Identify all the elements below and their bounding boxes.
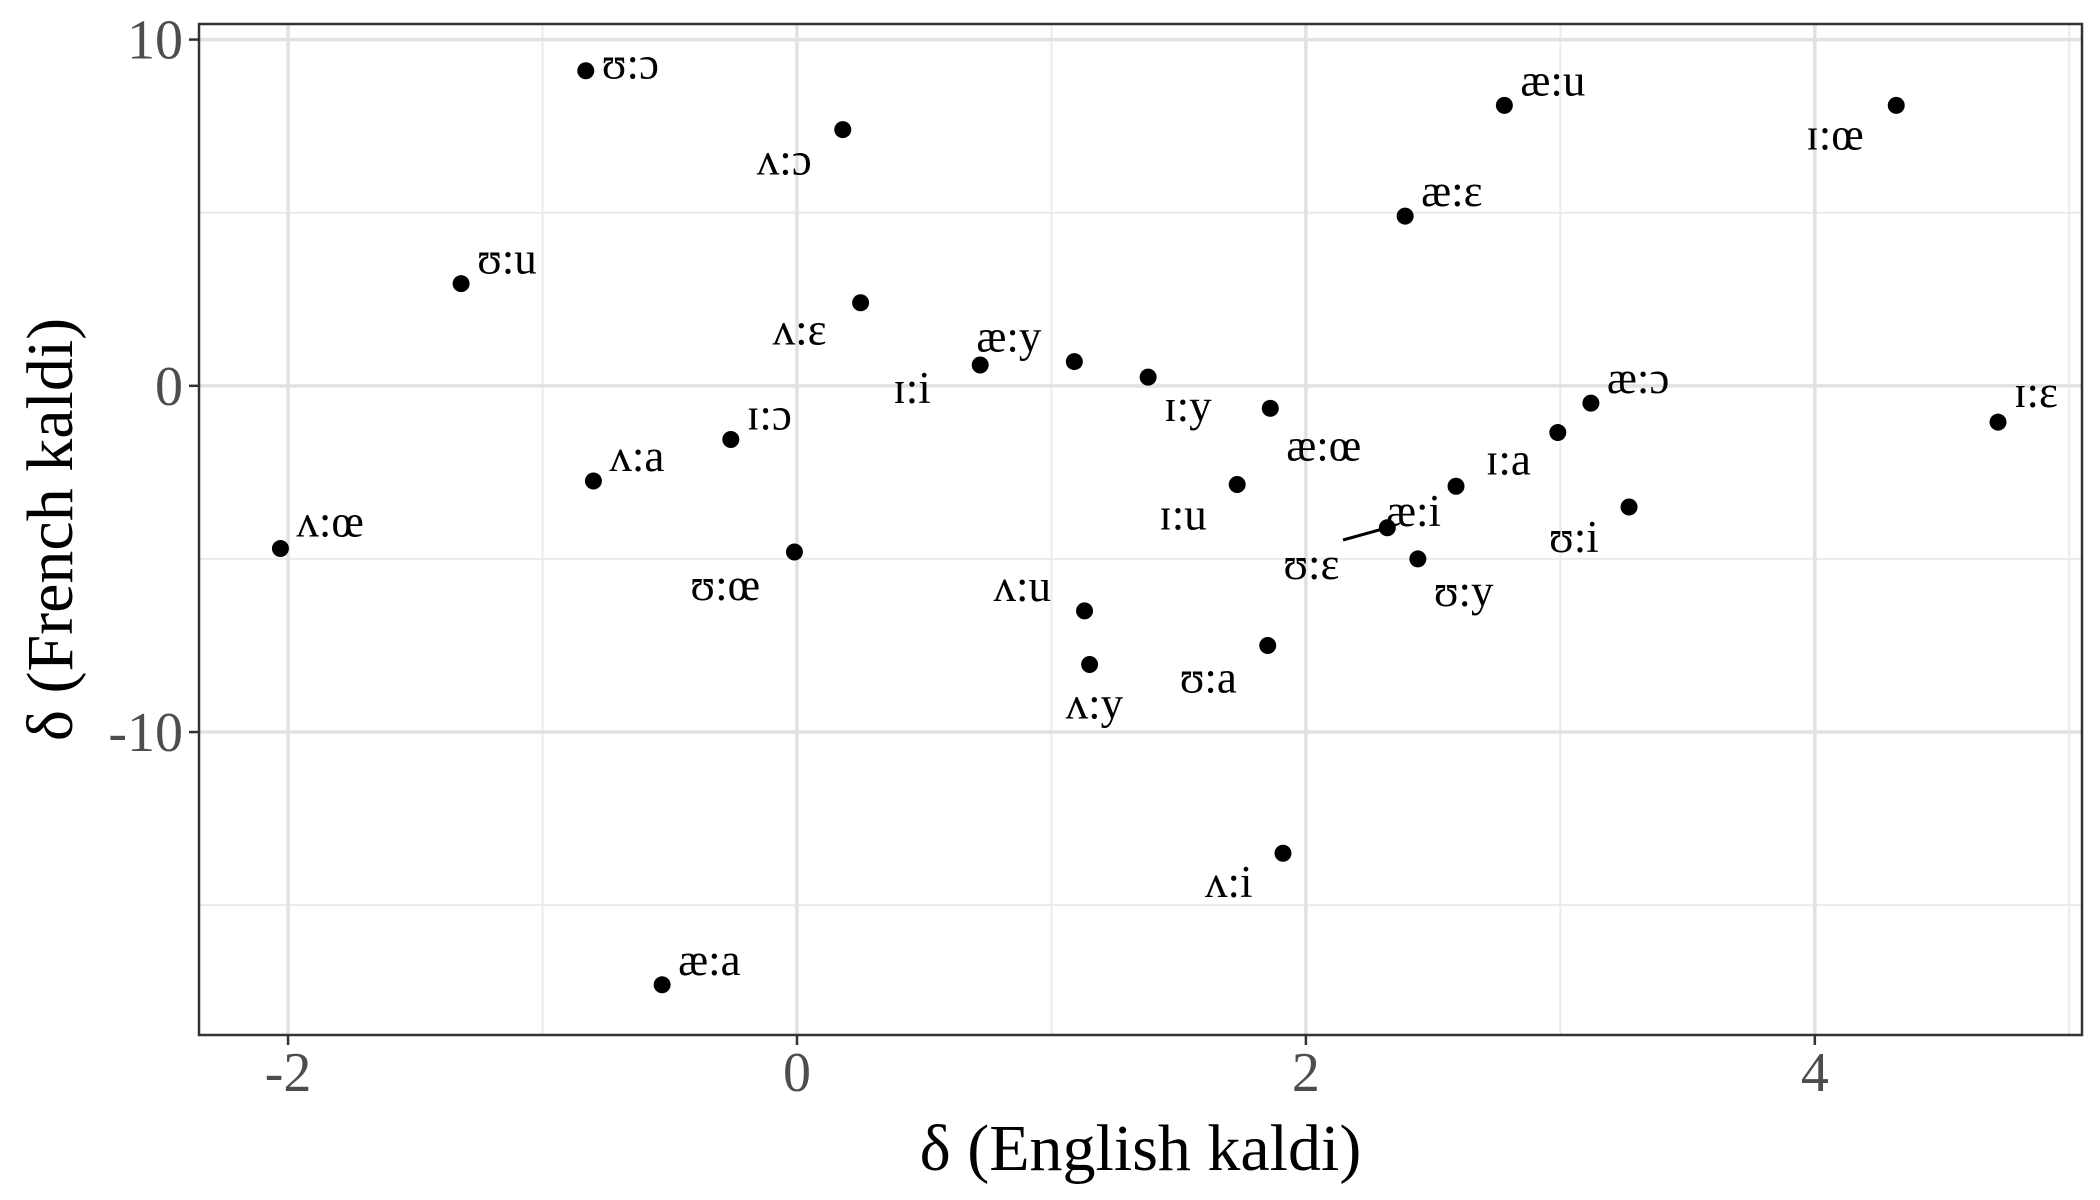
point-label: ɪ:y bbox=[1164, 381, 1212, 431]
data-point bbox=[653, 976, 671, 994]
x-axis-ticks: -2 0 2 4 bbox=[265, 1035, 1829, 1104]
x-tick-label: 0 bbox=[783, 1042, 811, 1104]
data-point bbox=[1378, 519, 1396, 537]
data-point bbox=[1076, 602, 1094, 620]
point-label: ʊ:i bbox=[1549, 512, 1599, 562]
data-point bbox=[785, 543, 803, 561]
data-point bbox=[584, 472, 602, 490]
point-label: æ:u bbox=[1520, 55, 1585, 105]
y-axis-ticks: -10 0 10 bbox=[108, 10, 199, 764]
data-point bbox=[1274, 844, 1292, 862]
x-tick-label: 4 bbox=[1801, 1042, 1829, 1104]
x-tick-label: 2 bbox=[1292, 1042, 1320, 1104]
point-label: ɪ:ɛ bbox=[2014, 367, 2058, 417]
point-label: ʌ:i bbox=[1205, 857, 1253, 907]
grid-major bbox=[199, 24, 2082, 1035]
point-label: æ:œ bbox=[1286, 420, 1361, 470]
y-tick-label: 10 bbox=[127, 10, 183, 72]
y-tick-label: -10 bbox=[108, 702, 183, 764]
data-point bbox=[1396, 207, 1414, 225]
point-label: ʌ:ɔ bbox=[757, 135, 812, 185]
point-label: ʌ:a bbox=[609, 431, 664, 481]
data-point bbox=[1887, 96, 1905, 114]
data-point bbox=[1549, 424, 1567, 442]
point-label: ʊ:œ bbox=[690, 560, 760, 610]
data-point bbox=[1620, 498, 1638, 516]
data-point bbox=[1139, 368, 1157, 386]
point-label: ʌ:ɛ bbox=[773, 305, 827, 355]
plot-panel-border bbox=[197, 22, 2084, 1037]
data-point bbox=[1065, 353, 1083, 371]
data-point bbox=[1259, 636, 1277, 654]
point-label: ʊ:y bbox=[1434, 566, 1494, 616]
data-point bbox=[577, 62, 595, 80]
x-tick-label: -2 bbox=[265, 1042, 312, 1104]
point-label: ʊ:ɛ bbox=[1283, 539, 1339, 589]
label-connectors bbox=[1342, 527, 1384, 542]
data-point bbox=[1582, 394, 1600, 412]
data-point bbox=[1495, 96, 1513, 114]
data-point bbox=[834, 121, 852, 139]
point-label: ʊ:ɔ bbox=[602, 39, 659, 89]
point-label: ɪ:ɔ bbox=[747, 389, 792, 439]
point-label: ʊ:a bbox=[1180, 652, 1237, 702]
point-label: æ:y bbox=[976, 312, 1042, 362]
data-point bbox=[452, 275, 470, 293]
point-label: æ:i bbox=[1386, 486, 1441, 536]
point-labels: ʊ:ɔ ʌ:ɔ æ:u ɪ:œ æ:ɛ ʊ:u ʌ:ɛ æ:y ɪ:i ɪ:y æ:œ æ:ɔ ɪ:ɛ ɪ… bbox=[296, 39, 2058, 985]
point-label: ɪ:œ bbox=[1806, 109, 1864, 159]
y-axis-title: δ (French kaldi) bbox=[14, 318, 87, 741]
point-label: ɪ:u bbox=[1159, 489, 1207, 539]
x-axis-title: δ (English kaldi) bbox=[920, 1112, 1362, 1185]
data-point bbox=[1409, 550, 1427, 568]
point-label: ɪ:i bbox=[893, 363, 931, 413]
data-point bbox=[722, 430, 740, 448]
point-label: ɪ:a bbox=[1486, 435, 1531, 485]
data-point bbox=[1261, 399, 1279, 417]
point-label: æ:ɔ bbox=[1607, 353, 1670, 403]
data-point bbox=[971, 356, 989, 374]
data-point bbox=[271, 540, 289, 558]
point-label: ʌ:œ bbox=[296, 497, 364, 547]
data-point bbox=[1228, 475, 1246, 493]
data-point bbox=[1081, 656, 1099, 674]
point-label: æ:a bbox=[678, 935, 741, 985]
data-points bbox=[271, 62, 2007, 994]
point-label: æ:ɛ bbox=[1421, 166, 1482, 216]
point-label: ʊ:u bbox=[477, 234, 537, 284]
data-point bbox=[852, 294, 870, 312]
point-label: ʌ:y bbox=[1066, 679, 1124, 729]
point-label: ʌ:u bbox=[994, 561, 1052, 611]
label-connector bbox=[1342, 527, 1384, 542]
y-tick-label: 0 bbox=[155, 356, 183, 418]
grid-minor bbox=[199, 24, 2082, 1035]
data-point bbox=[1447, 477, 1465, 495]
data-point bbox=[1989, 413, 2007, 431]
